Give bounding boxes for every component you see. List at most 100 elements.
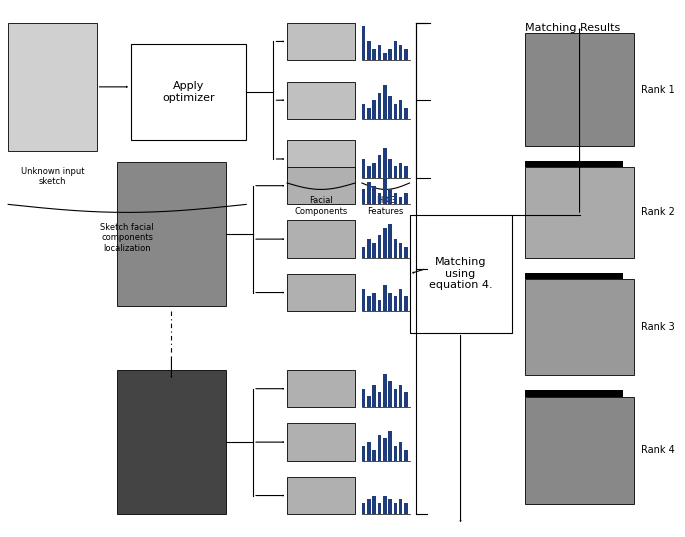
Bar	[388, 431, 392, 461]
Bar	[399, 289, 403, 311]
Bar	[388, 97, 392, 119]
Bar	[404, 166, 408, 178]
Bar	[404, 108, 408, 119]
Bar	[399, 197, 403, 205]
Bar	[362, 289, 365, 311]
Text: HOG
Features: HOG Features	[368, 197, 404, 216]
Text: Unknown input
sketch: Unknown input sketch	[21, 167, 84, 186]
Bar	[373, 385, 376, 408]
Bar	[377, 155, 382, 178]
Bar	[404, 503, 408, 514]
Bar	[394, 296, 397, 311]
Bar	[362, 26, 365, 60]
Bar	[287, 274, 355, 311]
Bar	[117, 162, 226, 306]
Bar	[367, 166, 371, 178]
Bar	[383, 374, 386, 408]
Text: Rank 4: Rank 4	[640, 445, 675, 455]
Bar	[362, 104, 365, 119]
Bar	[377, 503, 382, 514]
Bar	[388, 499, 392, 514]
Bar	[394, 193, 397, 205]
Bar	[377, 434, 382, 461]
Bar	[362, 503, 365, 514]
Bar	[404, 193, 408, 205]
Bar	[394, 41, 397, 60]
Bar	[373, 100, 376, 119]
Bar	[367, 182, 371, 205]
Bar	[525, 167, 634, 258]
Bar	[287, 370, 355, 408]
Bar	[383, 496, 386, 514]
Bar	[383, 178, 386, 205]
Bar	[367, 442, 371, 461]
Bar	[383, 285, 386, 311]
Bar	[404, 49, 408, 60]
Bar	[388, 381, 392, 408]
Bar	[367, 239, 371, 258]
Bar	[373, 186, 376, 205]
Bar	[377, 393, 382, 408]
Bar	[373, 496, 376, 514]
Bar	[399, 243, 403, 258]
Bar	[388, 293, 392, 311]
Bar	[367, 499, 371, 514]
Bar	[394, 503, 397, 514]
Bar	[373, 243, 376, 258]
Bar	[388, 159, 392, 178]
Text: Apply
optimizer: Apply optimizer	[162, 82, 215, 103]
Bar	[367, 296, 371, 311]
Bar	[383, 228, 386, 258]
Bar	[525, 33, 634, 146]
Text: Sketch facial
components
localization: Sketch facial components localization	[101, 223, 154, 253]
Bar	[525, 161, 623, 167]
Bar	[404, 296, 408, 311]
Bar	[377, 235, 382, 258]
Text: Rank 3: Rank 3	[640, 322, 675, 332]
Bar	[362, 246, 365, 258]
Bar	[399, 100, 403, 119]
Bar	[399, 499, 403, 514]
Bar	[525, 397, 634, 504]
Bar	[388, 224, 392, 258]
Bar	[131, 44, 247, 140]
Bar	[410, 215, 512, 332]
Bar	[377, 93, 382, 119]
Bar	[367, 108, 371, 119]
Bar	[362, 159, 365, 178]
Bar	[394, 166, 397, 178]
Bar	[383, 85, 386, 119]
Bar	[383, 438, 386, 461]
Bar	[287, 140, 355, 178]
Bar	[383, 53, 386, 60]
Bar	[373, 293, 376, 311]
Bar	[525, 273, 623, 279]
Bar	[394, 104, 397, 119]
Bar	[399, 45, 403, 60]
Bar	[117, 370, 226, 514]
Bar	[388, 190, 392, 205]
Bar	[388, 49, 392, 60]
Text: Rank 1: Rank 1	[640, 84, 675, 95]
Bar	[394, 389, 397, 408]
Bar	[362, 190, 365, 205]
Bar	[287, 23, 355, 60]
Bar	[377, 193, 382, 205]
Bar	[394, 239, 397, 258]
Text: Matching
using
equation 4.: Matching using equation 4.	[429, 257, 493, 291]
Bar	[367, 41, 371, 60]
Bar	[373, 449, 376, 461]
Bar	[287, 82, 355, 119]
Bar	[287, 423, 355, 461]
Bar	[287, 477, 355, 514]
Bar	[399, 385, 403, 408]
Bar	[377, 300, 382, 311]
Bar	[8, 23, 97, 151]
Bar	[525, 279, 634, 375]
Bar	[373, 163, 376, 178]
Bar	[373, 49, 376, 60]
Bar	[362, 446, 365, 461]
Bar	[377, 45, 382, 60]
Text: Matching Results: Matching Results	[525, 23, 621, 33]
Text: Rank 2: Rank 2	[640, 207, 675, 217]
